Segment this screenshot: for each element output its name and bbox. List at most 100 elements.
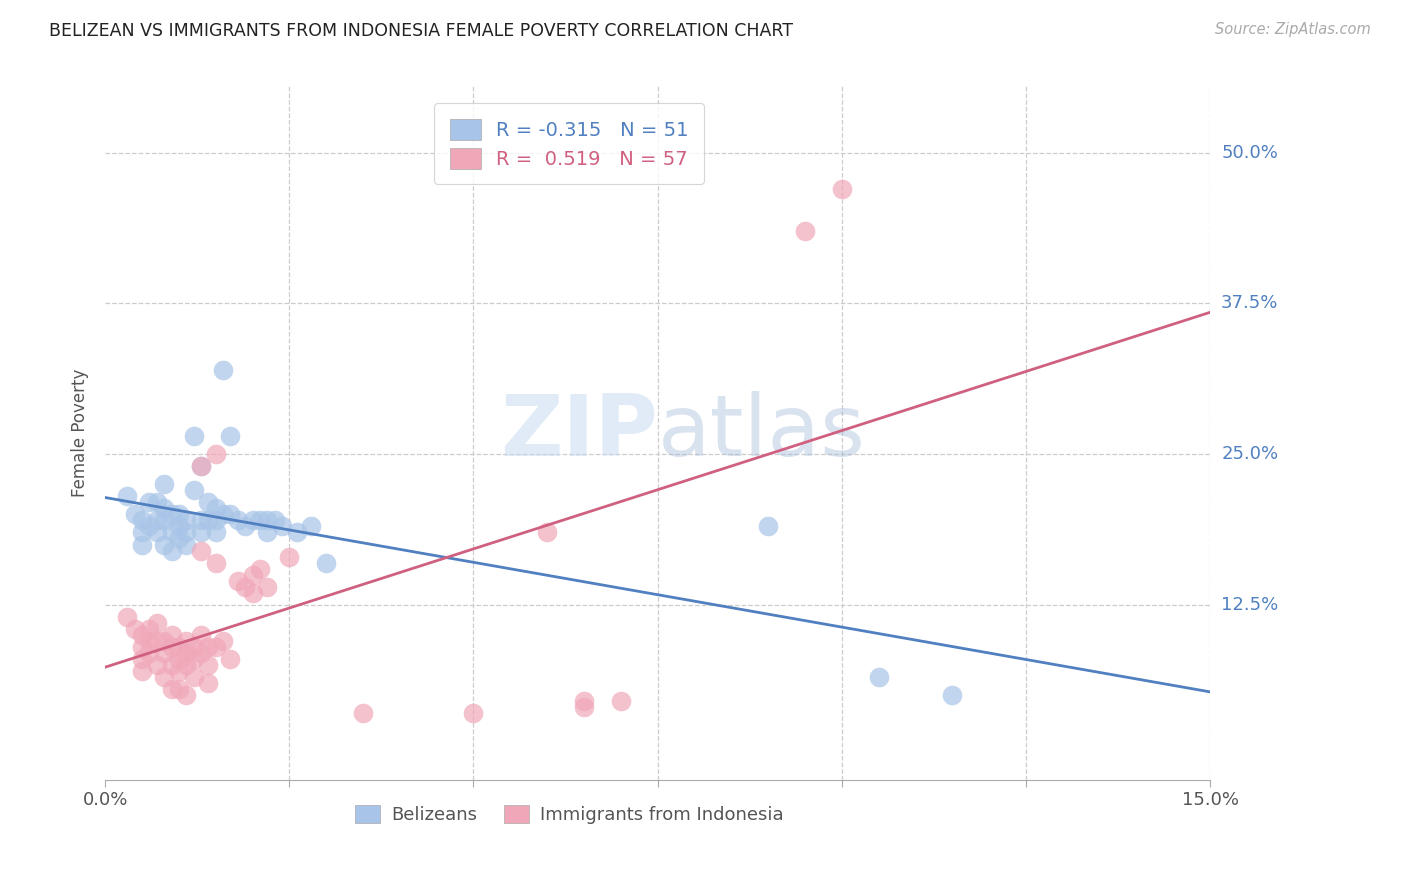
Text: 12.5%: 12.5% bbox=[1222, 596, 1278, 614]
Point bbox=[271, 519, 294, 533]
Point bbox=[138, 646, 160, 660]
Point bbox=[131, 525, 153, 540]
Point bbox=[212, 508, 235, 522]
Point bbox=[190, 525, 212, 540]
Point bbox=[204, 556, 226, 570]
Point bbox=[146, 525, 169, 540]
Point bbox=[160, 543, 183, 558]
Point bbox=[124, 622, 146, 636]
Point bbox=[138, 519, 160, 533]
Point bbox=[204, 513, 226, 527]
Point bbox=[212, 362, 235, 376]
Point bbox=[153, 646, 176, 660]
Point bbox=[868, 670, 890, 684]
Point bbox=[226, 574, 249, 588]
Text: atlas: atlas bbox=[658, 392, 866, 475]
Point bbox=[536, 525, 558, 540]
Point bbox=[167, 640, 190, 654]
Point bbox=[138, 622, 160, 636]
Point bbox=[190, 513, 212, 527]
Point bbox=[131, 664, 153, 678]
Point bbox=[263, 513, 285, 527]
Point bbox=[197, 513, 219, 527]
Point bbox=[124, 508, 146, 522]
Point bbox=[153, 477, 176, 491]
Point bbox=[183, 670, 205, 684]
Point bbox=[204, 640, 226, 654]
Point bbox=[197, 658, 219, 673]
Point bbox=[219, 652, 242, 666]
Point bbox=[153, 670, 176, 684]
Point bbox=[233, 519, 256, 533]
Point bbox=[190, 646, 212, 660]
Point bbox=[174, 525, 197, 540]
Point bbox=[167, 508, 190, 522]
Point bbox=[249, 561, 271, 575]
Point bbox=[183, 483, 205, 498]
Point bbox=[183, 640, 205, 654]
Point bbox=[219, 429, 242, 443]
Point bbox=[183, 429, 205, 443]
Point bbox=[146, 495, 169, 509]
Point bbox=[352, 706, 374, 721]
Point bbox=[204, 501, 226, 516]
Y-axis label: Female Poverty: Female Poverty bbox=[72, 368, 89, 497]
Point bbox=[242, 513, 264, 527]
Point bbox=[197, 676, 219, 690]
Point bbox=[131, 628, 153, 642]
Point bbox=[285, 525, 308, 540]
Point bbox=[941, 688, 963, 702]
Point bbox=[117, 610, 139, 624]
Point bbox=[242, 567, 264, 582]
Point bbox=[831, 182, 853, 196]
Point bbox=[197, 640, 219, 654]
Point bbox=[146, 615, 169, 630]
Point bbox=[138, 495, 160, 509]
Text: Source: ZipAtlas.com: Source: ZipAtlas.com bbox=[1215, 22, 1371, 37]
Point bbox=[117, 489, 139, 503]
Point bbox=[160, 525, 183, 540]
Point bbox=[233, 580, 256, 594]
Point bbox=[174, 513, 197, 527]
Point bbox=[131, 640, 153, 654]
Point bbox=[204, 447, 226, 461]
Point bbox=[219, 508, 242, 522]
Point bbox=[190, 543, 212, 558]
Point bbox=[190, 628, 212, 642]
Point bbox=[167, 519, 190, 533]
Point bbox=[160, 640, 183, 654]
Point bbox=[131, 537, 153, 551]
Point bbox=[572, 700, 595, 714]
Point bbox=[256, 525, 278, 540]
Point bbox=[131, 652, 153, 666]
Point bbox=[190, 459, 212, 474]
Point bbox=[167, 652, 190, 666]
Point bbox=[212, 634, 235, 648]
Point bbox=[174, 658, 197, 673]
Point bbox=[153, 537, 176, 551]
Point bbox=[153, 513, 176, 527]
Text: BELIZEAN VS IMMIGRANTS FROM INDONESIA FEMALE POVERTY CORRELATION CHART: BELIZEAN VS IMMIGRANTS FROM INDONESIA FE… bbox=[49, 22, 793, 40]
Point bbox=[153, 501, 176, 516]
Text: ZIP: ZIP bbox=[501, 392, 658, 475]
Text: 50.0%: 50.0% bbox=[1222, 144, 1278, 161]
Point bbox=[315, 556, 337, 570]
Point bbox=[242, 586, 264, 600]
Point bbox=[190, 459, 212, 474]
Point bbox=[160, 658, 183, 673]
Point bbox=[131, 513, 153, 527]
Point bbox=[160, 628, 183, 642]
Point bbox=[463, 706, 485, 721]
Point bbox=[197, 495, 219, 509]
Point bbox=[146, 658, 169, 673]
Point bbox=[249, 513, 271, 527]
Point bbox=[183, 652, 205, 666]
Point bbox=[174, 634, 197, 648]
Point bbox=[160, 508, 183, 522]
Point bbox=[756, 519, 779, 533]
Point bbox=[167, 664, 190, 678]
Point bbox=[138, 634, 160, 648]
Point bbox=[610, 694, 633, 708]
Point bbox=[174, 646, 197, 660]
Point bbox=[204, 525, 226, 540]
